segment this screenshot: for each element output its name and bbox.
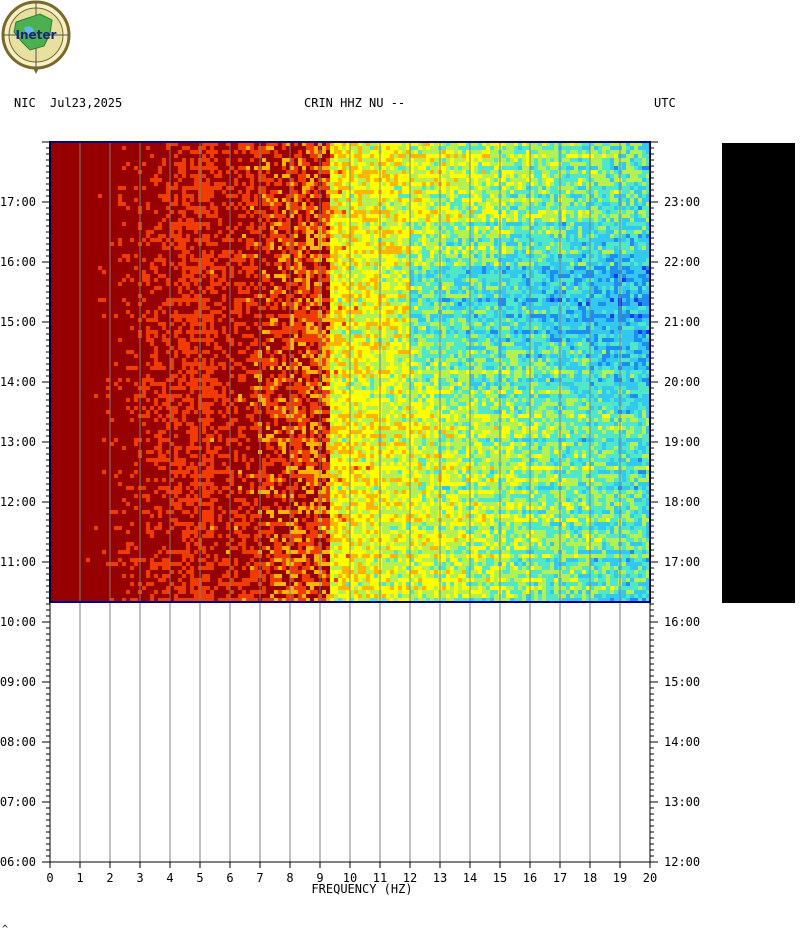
ineter-logo-icon: Ineter (1, 0, 71, 74)
x-tick-label: 15 (493, 871, 507, 885)
x-tick-label: 8 (286, 871, 293, 885)
y-left-tick-label: 12:00 (0, 495, 36, 509)
x-tick-label: 18 (583, 871, 597, 885)
frequency-gridlines (79, 142, 621, 862)
y-right-tick-label: 13:00 (664, 795, 700, 809)
y-right-tick-label: 16:00 (664, 615, 700, 629)
y-right-tick-label: 22:00 (664, 255, 700, 269)
x-tick-label: 10 (343, 871, 357, 885)
spectrogram-heatmap (50, 142, 651, 603)
date-label: Jul23,2025 (50, 96, 123, 110)
x-tick-label: 20 (643, 871, 657, 885)
timezone-label: UTC (654, 96, 676, 110)
x-tick-label: 6 (226, 871, 233, 885)
x-tick-label: 1 (76, 871, 83, 885)
axes: 06:00 07:00 08:00 09:00 10:00 11:00 12:00 13:00… (0, 141, 700, 885)
x-tick-label: 9 (316, 871, 323, 885)
y-left-tick-label: 09:00 (0, 675, 36, 689)
x-tick-label: 3 (136, 871, 143, 885)
x-tick-label: 13 (433, 871, 447, 885)
blank-bar (722, 143, 795, 603)
x-tick-label: 5 (196, 871, 203, 885)
logo-text: Ineter (16, 28, 57, 42)
x-tick-label: 14 (463, 871, 477, 885)
network-label: NIC (14, 96, 36, 110)
station-label: CRIN HHZ NU -- (304, 96, 406, 110)
y-left-tick-label: 14:00 (0, 375, 36, 389)
y-left-tick-label: 07:00 (0, 795, 36, 809)
y-left-tick-label: 17:00 (0, 195, 36, 209)
y-right-tick-label: 23:00 (664, 195, 700, 209)
x-tick-label: 4 (166, 871, 173, 885)
footer-mark: ^ (2, 924, 9, 935)
y-right-tick-label: 12:00 (664, 855, 700, 869)
x-tick-label: 7 (256, 871, 263, 885)
x-tick-label: 2 (106, 871, 113, 885)
x-tick-label: 0 (46, 871, 53, 885)
y-right-tick-label: 17:00 (664, 555, 700, 569)
y-left-tick-label: 11:00 (0, 555, 36, 569)
y-left-tick-label: 16:00 (0, 255, 36, 269)
x-axis-label: FREQUENCY (HZ) (311, 882, 412, 896)
x-tick-label: 19 (613, 871, 627, 885)
y-left-tick-label: 06:00 (0, 855, 36, 869)
y-right-tick-label: 14:00 (664, 735, 700, 749)
y-left-tick-label: 13:00 (0, 435, 36, 449)
x-tick-label: 11 (373, 871, 387, 885)
y-right-tick-label: 18:00 (664, 495, 700, 509)
x-tick-label: 12 (403, 871, 417, 885)
y-right-tick-label: 21:00 (664, 315, 700, 329)
x-tick-label: 16 (523, 871, 537, 885)
x-tick-label: 17 (553, 871, 567, 885)
y-left-tick-label: 15:00 (0, 315, 36, 329)
y-right-tick-label: 19:00 (664, 435, 700, 449)
y-right-tick-label: 15:00 (664, 675, 700, 689)
y-left-tick-label: 10:00 (0, 615, 36, 629)
y-left-tick-label: 08:00 (0, 735, 36, 749)
y-right-tick-label: 20:00 (664, 375, 700, 389)
